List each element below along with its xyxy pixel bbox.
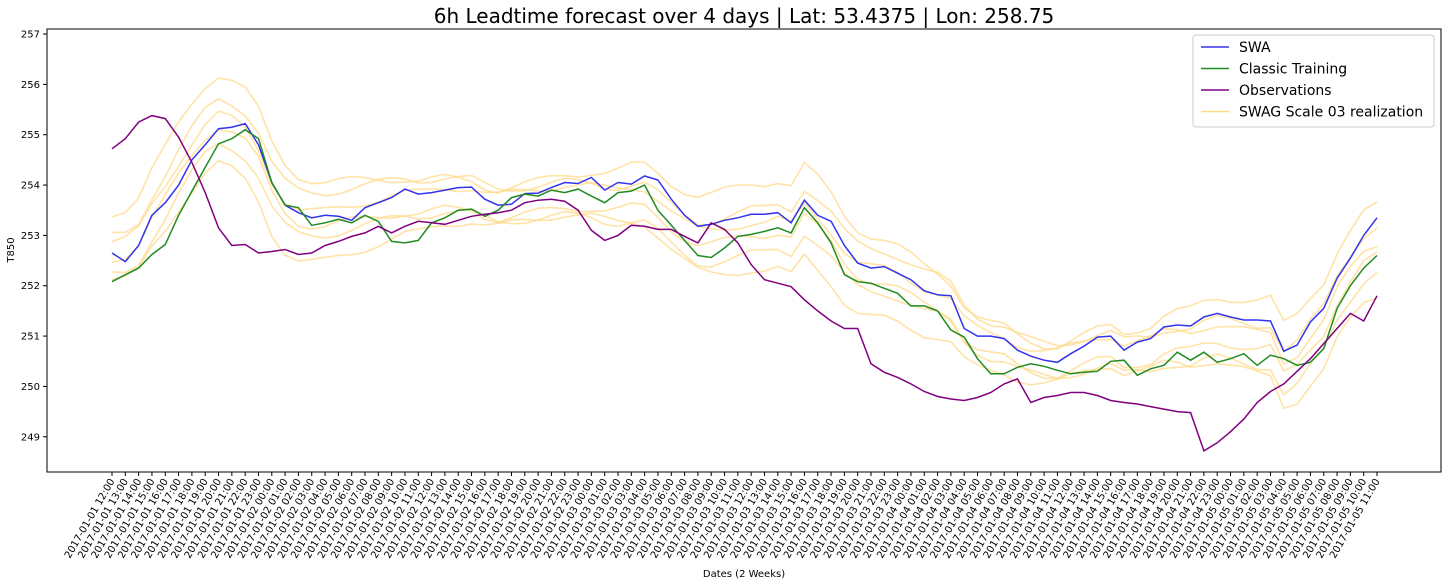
swag-realizations-layer bbox=[111, 77, 1378, 410]
series-line-swa bbox=[111, 122, 1378, 364]
legend-label: Observations bbox=[1239, 83, 1332, 99]
y-axis: 249 250 251 252 253 254 255 256 257 bbox=[21, 30, 47, 443]
y-tick-label: 253 bbox=[21, 231, 40, 242]
x-axis-label: Dates (2 Weeks) bbox=[703, 569, 785, 580]
y-tick-label: 250 bbox=[21, 382, 40, 393]
y-tick-label: 257 bbox=[21, 30, 40, 41]
y-tick-label: 249 bbox=[21, 432, 40, 443]
series-layer bbox=[111, 114, 1378, 453]
y-axis-label: T850 bbox=[6, 237, 17, 263]
legend: SWA Classic Training Observations SWAG Scal… bbox=[1192, 34, 1435, 128]
chart-title: 6h Leadtime forecast over 4 days | Lat: … bbox=[434, 4, 1055, 28]
y-tick-label: 252 bbox=[21, 281, 40, 292]
swag-realization-line bbox=[111, 97, 1378, 354]
series-line-observations bbox=[111, 114, 1378, 453]
legend-label: Classic Training bbox=[1239, 62, 1347, 78]
legend-box bbox=[1192, 34, 1435, 128]
legend-label: SWA bbox=[1239, 40, 1271, 56]
swag-realization-line bbox=[111, 110, 1378, 365]
swag-realization-line bbox=[111, 159, 1378, 410]
y-tick-label: 255 bbox=[21, 130, 40, 141]
y-tick-label: 256 bbox=[21, 80, 40, 91]
legend-label: SWAG Scale 03 realization bbox=[1239, 105, 1423, 121]
y-tick-label: 254 bbox=[21, 181, 40, 192]
plot-area-frame bbox=[46, 28, 1442, 473]
y-tick-label: 251 bbox=[21, 332, 40, 343]
swag-realization-line bbox=[111, 77, 1378, 350]
series-line-classic-training bbox=[111, 128, 1378, 377]
swag-realization-line bbox=[111, 128, 1378, 380]
